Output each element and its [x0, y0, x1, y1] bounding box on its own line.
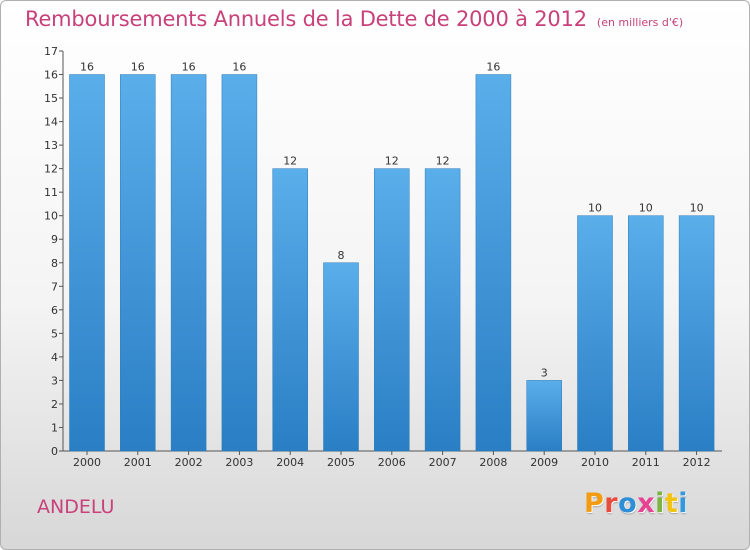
city-name: ANDELU — [37, 496, 115, 518]
bar — [577, 215, 613, 452]
logo-letter: i — [655, 488, 665, 519]
y-tick-label: 10 — [44, 210, 58, 223]
x-tick-label: 2002 — [175, 456, 203, 469]
data-label: 16 — [486, 61, 500, 74]
chart-title-text: Remboursements Annuels de la Dette de 20… — [25, 7, 587, 31]
data-label: 12 — [283, 155, 297, 168]
y-tick-label: 3 — [51, 374, 58, 387]
bar — [221, 74, 258, 452]
bar — [678, 215, 715, 452]
y-tick-label: 7 — [51, 280, 58, 293]
x-tick-label: 2009 — [530, 456, 558, 469]
y-tick-label: 17 — [44, 45, 58, 58]
y-tick-label: 12 — [44, 163, 58, 176]
y-tick-label: 11 — [44, 186, 58, 199]
data-label: 12 — [436, 155, 450, 168]
logo-letter: t — [664, 488, 679, 519]
bar — [323, 262, 359, 452]
logo-letter: P — [584, 488, 605, 519]
data-label: 10 — [690, 202, 704, 215]
data-label: 10 — [639, 202, 653, 215]
data-label: 3 — [541, 366, 548, 379]
x-tick-label: 2008 — [479, 456, 507, 469]
x-tick-label: 2011 — [632, 456, 660, 469]
x-tick-label: 2001 — [124, 456, 152, 469]
y-tick-label: 6 — [51, 304, 58, 317]
x-tick-label: 2004 — [276, 456, 304, 469]
bar — [628, 215, 664, 452]
y-tick-label: 9 — [51, 233, 58, 246]
bar — [526, 380, 562, 452]
y-tick-label: 4 — [51, 351, 58, 364]
data-label: 8 — [338, 249, 345, 262]
x-tick-label: 2007 — [429, 456, 457, 469]
data-label: 12 — [385, 155, 399, 168]
chart-title: Remboursements Annuels de la Dette de 20… — [25, 7, 683, 31]
x-tick-label: 2012 — [683, 456, 711, 469]
bar — [374, 168, 410, 452]
bar — [120, 74, 156, 452]
y-tick-label: 14 — [44, 116, 58, 129]
y-tick-label: 15 — [44, 92, 58, 105]
x-tick-label: 2005 — [327, 456, 355, 469]
y-tick-label: 13 — [44, 139, 58, 152]
y-tick-label: 8 — [51, 257, 58, 270]
y-tick-label: 5 — [51, 327, 58, 340]
data-label: 16 — [80, 61, 94, 74]
bar — [475, 74, 512, 452]
bar — [170, 74, 207, 452]
bar — [424, 168, 461, 452]
data-label: 10 — [588, 202, 602, 215]
y-tick-label: 1 — [51, 421, 58, 434]
data-label: 16 — [232, 61, 246, 74]
data-label: 16 — [131, 61, 145, 74]
chart-labels: 0123456789101112131415161720001620011620… — [44, 45, 711, 469]
x-tick-label: 2006 — [378, 456, 406, 469]
bar — [69, 74, 105, 452]
data-label: 16 — [182, 61, 196, 74]
proxiti-logo: Proxiti — [584, 488, 688, 519]
logo-letter: o — [618, 488, 638, 519]
bar — [272, 168, 308, 452]
x-tick-label: 2003 — [225, 456, 253, 469]
chart-unit: (en milliers d'€) — [596, 16, 684, 29]
x-tick-label: 2000 — [73, 456, 101, 469]
y-tick-label: 16 — [44, 69, 58, 82]
x-tick-label: 2010 — [581, 456, 609, 469]
logo-letter: r — [604, 488, 619, 519]
logo-letter: i — [678, 488, 689, 519]
y-tick-label: 2 — [51, 398, 58, 411]
chart-bars — [69, 74, 715, 452]
logo-letter: x — [637, 488, 656, 519]
y-tick-label: 0 — [51, 445, 58, 458]
